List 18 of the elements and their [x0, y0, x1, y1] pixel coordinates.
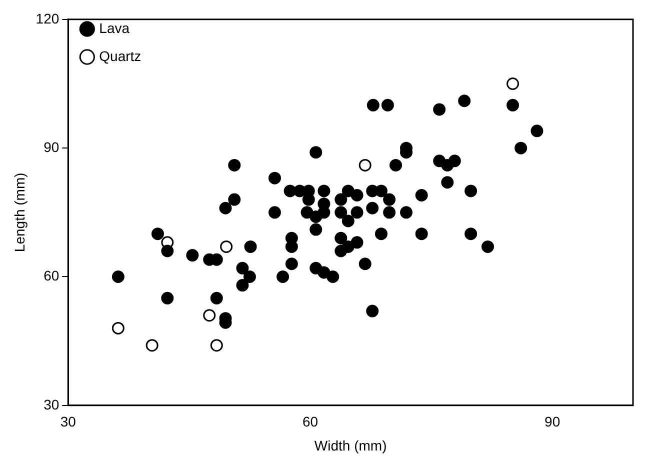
point: [210, 339, 223, 352]
legend-label: Lava: [99, 20, 130, 36]
point: [146, 339, 158, 352]
x-tick-label: 30: [60, 414, 76, 430]
point: [203, 309, 216, 322]
y-tick-label: 120: [36, 10, 60, 26]
point: [112, 322, 124, 334]
point: [220, 240, 233, 253]
y-axis-title: Length (mm): [11, 172, 28, 252]
x-tick-label: 60: [302, 414, 318, 430]
x-axis-title: Width (mm): [314, 437, 387, 454]
y-tick-label: 90: [44, 138, 60, 155]
point: [506, 77, 520, 90]
x-tick-label: 90: [544, 414, 560, 430]
y-tick-label: 60: [44, 268, 60, 284]
legend-label: Quartz: [99, 48, 142, 64]
point: [358, 158, 372, 172]
y-tick-label: 30: [44, 396, 60, 412]
